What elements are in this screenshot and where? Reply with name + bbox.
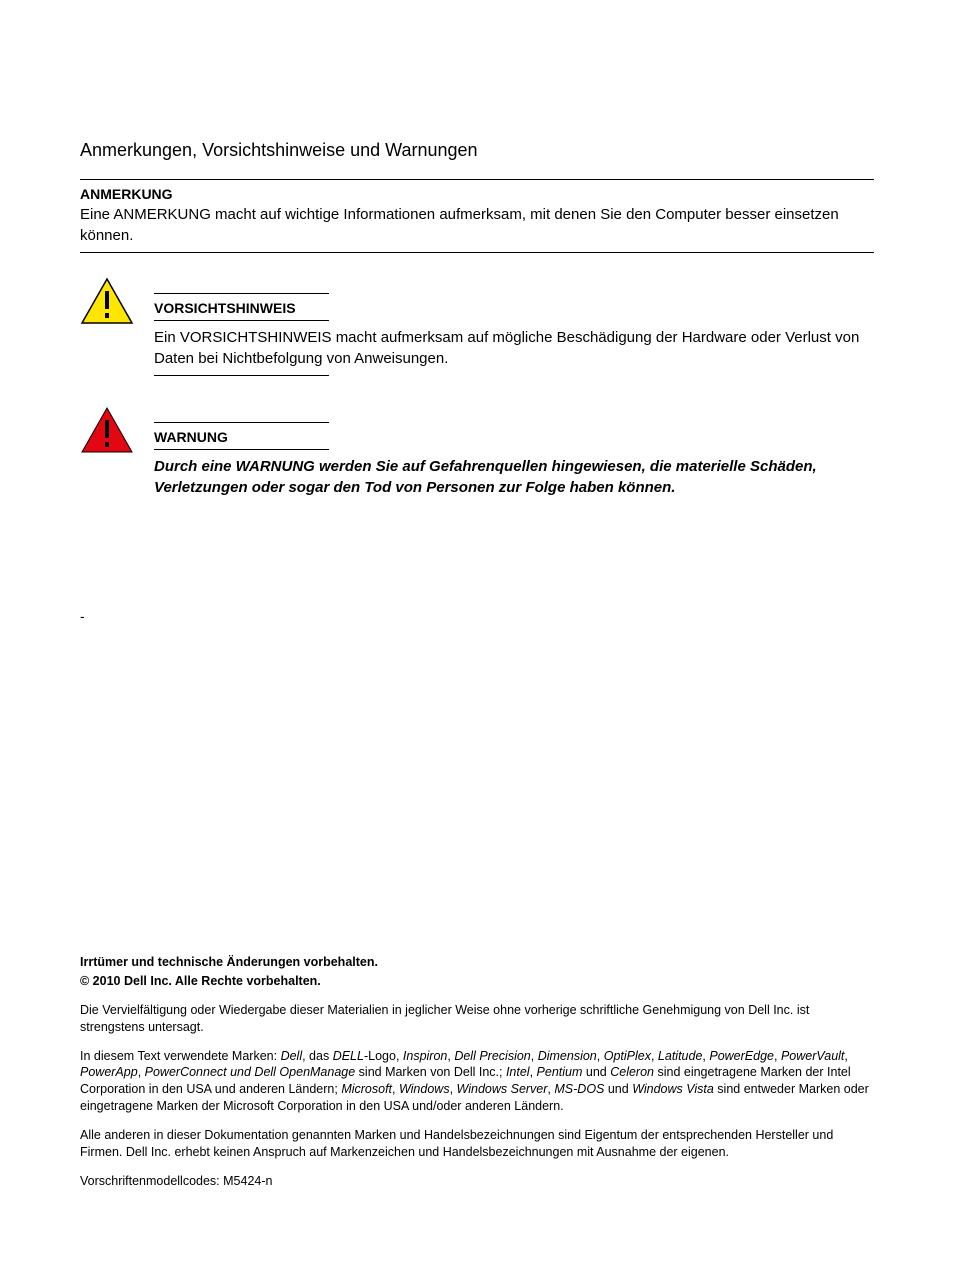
warning-body: Durch eine WARNUNG werden Sie auf Gefahr… — [154, 456, 874, 498]
rule — [154, 422, 329, 423]
rule — [154, 449, 329, 450]
legal-para5: Vorschriftenmodellcodes: M5424-n — [80, 1173, 874, 1190]
caution-body: Ein VORSICHTSHINWEIS macht aufmerksam au… — [154, 327, 874, 369]
legal-line1: Irrtümer und technische Änderungen vorbe… — [80, 955, 378, 969]
legal-line2: © 2010 Dell Inc. Alle Rechte vorbehalten… — [80, 974, 321, 988]
rule — [154, 293, 329, 294]
note-block: ANMERKUNG Eine ANMERKUNG macht auf wicht… — [80, 179, 874, 253]
document-page: Anmerkungen, Vorsichtshinweise und Warnu… — [0, 0, 954, 1282]
page-title: Anmerkungen, Vorsichtshinweise und Warnu… — [80, 140, 874, 161]
note-heading: ANMERKUNG — [80, 186, 874, 202]
warning-heading: WARNUNG — [154, 429, 228, 445]
caution-triangle-icon — [80, 275, 140, 325]
caution-block: VORSICHTSHINWEIS Ein VORSICHTSHINWEIS ma… — [80, 275, 874, 382]
rule — [80, 252, 874, 253]
stray-dash: - — [80, 608, 874, 624]
warning-block: WARNUNG Durch eine WARNUNG werden Sie au… — [80, 404, 874, 498]
legal-para3: In diesem Text verwendete Marken: Dell, … — [80, 1048, 874, 1116]
caution-heading: VORSICHTSHINWEIS — [154, 300, 296, 316]
warning-triangle-icon — [80, 404, 140, 454]
legal-para2: Die Vervielfältigung oder Wiedergabe die… — [80, 1002, 874, 1036]
legal-para4: Alle anderen in dieser Dokumentation gen… — [80, 1127, 874, 1161]
rule — [80, 179, 874, 180]
legal-footer: Irrtümer und technische Änderungen vorbe… — [80, 954, 874, 1190]
rule — [154, 320, 329, 321]
rule — [154, 375, 329, 376]
note-body: Eine ANMERKUNG macht auf wichtige Inform… — [80, 204, 874, 246]
